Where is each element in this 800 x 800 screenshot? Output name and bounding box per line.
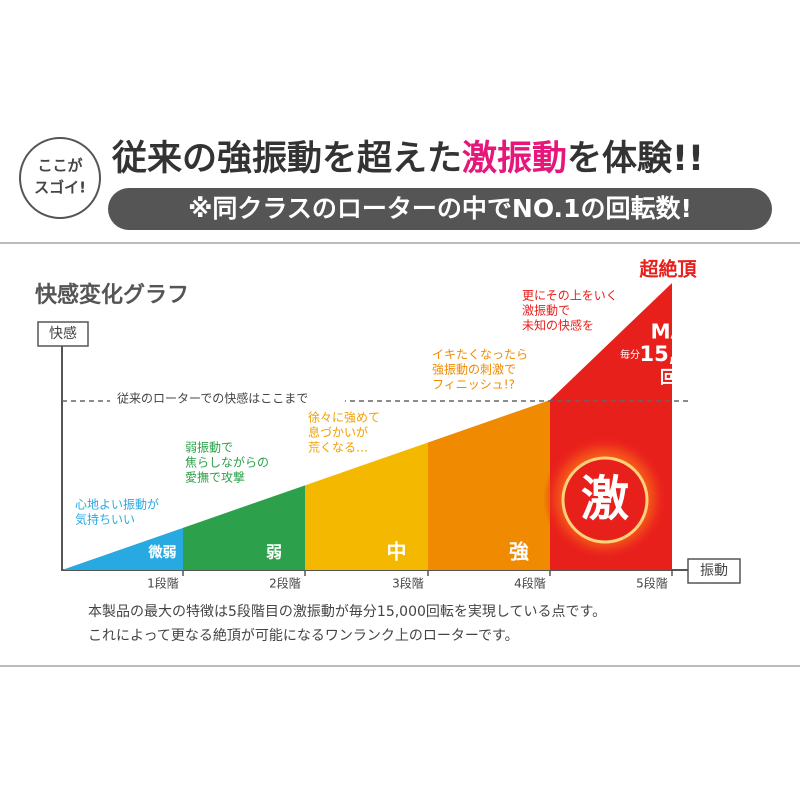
max-unit: 回転 — [660, 367, 694, 388]
graph-title: 快感変化グラフ — [35, 282, 189, 308]
peak-label: 超絶頂 — [638, 258, 697, 281]
x-label-box — [687, 558, 741, 584]
headline: 従来の強振動を超えた激振動を体験!! — [111, 139, 704, 179]
level-note: 焦らしながらの — [185, 455, 269, 470]
level-note: 徐々に強めて — [308, 410, 380, 425]
footer-text: これによって更なる絶頂が可能になるワンランク上のローターです。 — [88, 628, 519, 644]
level-name: 激 — [581, 471, 629, 527]
badge — [19, 137, 101, 219]
level-note: イキたくなったら — [432, 348, 528, 362]
level-note: 気持ちいい — [75, 512, 135, 527]
level-note: 強振動の刺激で — [432, 363, 516, 377]
level-note: 更にその上をいく — [522, 289, 618, 303]
level-area — [305, 442, 428, 570]
step-label: 3段階 — [392, 576, 424, 591]
badge-text: ここが — [37, 157, 83, 175]
level-name: 強 — [509, 540, 529, 564]
level-name: 中 — [387, 540, 407, 564]
level-note: 愛撫で攻撃 — [185, 470, 245, 485]
step-label: 1段階 — [147, 576, 179, 591]
level-note: 未知の快感を — [522, 318, 594, 333]
headline-highlight: 激振動 — [462, 139, 567, 179]
y-label: 快感 — [49, 325, 77, 342]
max-label: MAX — [651, 320, 702, 344]
peak: 超絶頂 MAX 毎分 15,000 回転 — [620, 258, 721, 389]
subheadline-bar — [108, 188, 772, 230]
level-note: 激振動で — [522, 304, 570, 318]
level-note: 息づかいが — [308, 425, 368, 440]
step-label: 4段階 — [514, 576, 546, 591]
max-per: 毎分 — [620, 348, 640, 361]
level-name: 弱 — [266, 543, 282, 562]
headline-text: 従来の強振動を超えた — [111, 139, 462, 179]
level-area — [183, 485, 305, 570]
level-note: 荒くなる… — [308, 441, 368, 455]
level-area — [62, 527, 183, 570]
level-note: 弱振動で — [185, 441, 233, 455]
step-label: 5段階 — [636, 576, 668, 591]
badge-text: スゴイ! — [34, 179, 86, 197]
level-name: 微弱 — [148, 544, 177, 561]
baseline-note-bg — [110, 390, 345, 410]
footer-text: 本製品の最大の特徴は5段階目の激振動が毎分15,000回転を実現している点です。 — [88, 603, 606, 620]
subheadline: ※同クラスのローターの中でNO.1の回転数! — [188, 194, 692, 223]
level-note: 心地よい振動が — [75, 497, 159, 512]
level-area — [428, 400, 550, 570]
baseline-note: 従来のローターでの快感はここまで — [117, 391, 308, 406]
header: ここが スゴイ! 従来の強振動を超えた激振動を体験!! ※同クラスのローターの中… — [0, 137, 800, 244]
step-label: 2段階 — [269, 576, 301, 591]
headline-text: を体験!! — [567, 139, 704, 179]
level-note: フィニッシュ!? — [432, 378, 515, 392]
max-rpm: 15,000 — [639, 342, 720, 366]
baseline: 従来のローターでの快感はここまで — [62, 390, 690, 410]
x-label: 振動 — [700, 563, 728, 579]
level-badge — [561, 456, 649, 544]
